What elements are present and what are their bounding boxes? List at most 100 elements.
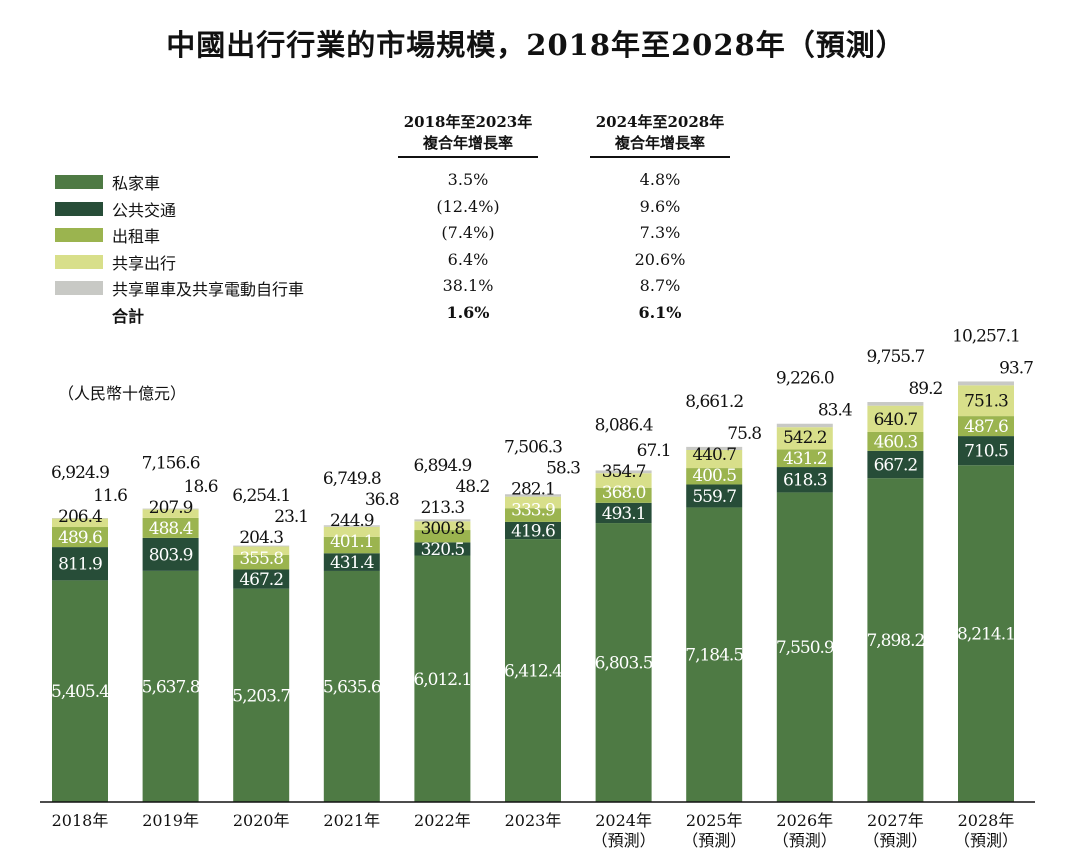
- legend-row: 私家車 3.5% 4.8%: [55, 170, 755, 196]
- segment-label: 7,184.5: [685, 646, 743, 666]
- bar-segment: [52, 547, 108, 581]
- bar-segment: [414, 542, 471, 556]
- bar-segment: [686, 446, 743, 450]
- segment-label: 333.9: [511, 500, 555, 520]
- bike-label: 67.1: [637, 441, 671, 461]
- bar-segment: [142, 537, 199, 571]
- segment-label: 460.3: [874, 432, 918, 452]
- bar-segment: [414, 555, 471, 802]
- bar-segment: [505, 496, 561, 509]
- legend-swatch: [55, 175, 103, 189]
- bar-segment: [958, 381, 1014, 386]
- x-tick-label: 2023年: [505, 811, 562, 830]
- bar-segment: [142, 570, 199, 802]
- bar-segment: [323, 526, 380, 537]
- cagr-value-2: 6.1%: [638, 302, 682, 322]
- total-label: 10,257.1: [952, 326, 1020, 346]
- cagr-value-1: 1.6%: [446, 302, 490, 322]
- bar-segment: [595, 523, 652, 802]
- segment-label: 803.9: [149, 545, 193, 565]
- bar-segment: [233, 546, 290, 555]
- bar-segment: [776, 423, 833, 428]
- bar-segment: [595, 470, 652, 474]
- bike-label: 36.8: [365, 490, 399, 510]
- segment-label: 667.2: [874, 455, 918, 475]
- legend-label: 共享出行: [112, 253, 177, 273]
- x-tick-label: 2025年: [686, 811, 743, 830]
- cagr-value-2: 7.3%: [639, 223, 681, 242]
- cagr-value-1: (12.4%): [436, 196, 500, 216]
- segment-label: 7,898.2: [866, 631, 924, 651]
- segment-label: 467.2: [239, 570, 283, 590]
- bar-segment: [505, 521, 561, 540]
- bar-segment: [52, 527, 108, 548]
- chart-title: 中國出行行業的市場規模，2018年至2028年（預測）: [166, 28, 906, 62]
- segment-label: 431.4: [330, 553, 374, 573]
- legend-swatch: [55, 254, 103, 269]
- segment-label: 6,803.5: [595, 654, 653, 674]
- segment-label: 282.1: [511, 479, 555, 499]
- bar-segment: [867, 478, 924, 802]
- segment-label: 5,203.7: [232, 686, 290, 706]
- legend-row: 共享出行 6.4% 20.6%: [55, 250, 755, 276]
- cagr-header-2: 2024年至2028年 複合年增長率: [590, 112, 730, 158]
- bar-segment: [867, 405, 924, 432]
- segment-label: 542.2: [783, 428, 827, 448]
- segment-label: 8,214.1: [957, 625, 1015, 645]
- bar-segment: [323, 536, 380, 554]
- segment-label: 487.6: [964, 417, 1008, 437]
- total-label: 6,254.1: [232, 486, 290, 506]
- cagr-value-1: 6.4%: [447, 249, 489, 269]
- bar-segment: [776, 449, 833, 468]
- legend-label: 共享單車及共享電動自行車: [112, 280, 305, 299]
- bar-segment: [867, 402, 924, 406]
- bar-segment: [595, 502, 652, 524]
- bike-label: 58.3: [546, 458, 580, 478]
- cagr-value-2: 9.6%: [639, 196, 681, 216]
- x-tick-label: （預測）: [592, 831, 656, 850]
- bar-segment: [233, 554, 290, 570]
- total-label: 7,156.6: [142, 454, 200, 474]
- bar-segment: [52, 518, 108, 528]
- bike-label: 11.6: [93, 486, 127, 506]
- x-tick-label: 2021年: [323, 811, 380, 830]
- segment-label: 5,405.4: [51, 682, 109, 702]
- cagr-value-2: 8.7%: [639, 276, 681, 295]
- legend-swatch: [55, 201, 103, 216]
- bike-label: 89.2: [908, 379, 942, 399]
- total-label: 8,661.2: [685, 392, 743, 412]
- bar-segment: [323, 553, 380, 571]
- legend-row: 合計 1.6% 6.1%: [55, 303, 755, 329]
- legend-swatch: [55, 281, 103, 295]
- segment-label: 354.7: [602, 462, 646, 482]
- segment-label: 493.1: [602, 504, 646, 524]
- x-tick-label: 2022年: [414, 811, 471, 830]
- bar-segment: [776, 427, 833, 450]
- bar-segment: [958, 465, 1014, 802]
- legend-label: 公共交通: [112, 200, 177, 220]
- x-tick-label: 2019年: [142, 811, 199, 830]
- segment-label: 5,635.6: [323, 677, 381, 697]
- segment-label: 440.7: [692, 445, 736, 465]
- total-label: 6,894.9: [413, 456, 471, 476]
- bar-segment: [595, 487, 652, 503]
- bar-segment: [867, 450, 924, 479]
- cagr-value-1: (7.4%): [441, 223, 495, 242]
- bike-label: 18.6: [184, 477, 218, 497]
- bar-segment: [776, 467, 833, 493]
- segment-label: 5,637.8: [142, 677, 200, 697]
- legend-row: 公共交通 (12.4%) 9.6%: [55, 197, 755, 223]
- x-tick-label: （預測）: [682, 831, 746, 850]
- total-label: 7,506.3: [504, 437, 562, 457]
- bar-segment: [414, 521, 471, 531]
- bar-segment: [686, 484, 743, 508]
- total-label: 8,086.4: [595, 415, 653, 435]
- segment-label: 489.6: [58, 528, 102, 548]
- bike-label: 23.1: [274, 507, 308, 527]
- segment-label: 431.2: [783, 449, 827, 469]
- legend-label: 出租車: [112, 227, 161, 246]
- bar-segment: [867, 431, 924, 451]
- segment-label: 6,012.1: [413, 670, 471, 690]
- bike-label: 93.7: [999, 358, 1033, 378]
